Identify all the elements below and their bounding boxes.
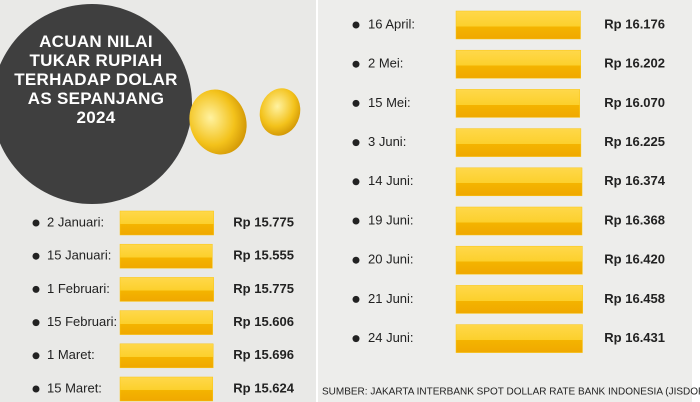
- bullet: [32, 352, 40, 360]
- value-label: Rp 15.775: [233, 281, 294, 296]
- bullet: [352, 60, 360, 68]
- bullet: [352, 178, 360, 186]
- bullet: [352, 139, 360, 147]
- category-label: 20 Juni:: [368, 252, 414, 267]
- category-label: 1 Maret:: [47, 347, 95, 362]
- value-label: Rp 16.070: [604, 95, 665, 110]
- category-label: 15 Mei:: [368, 95, 411, 110]
- bar: [455, 10, 581, 40]
- category-label: 15 Februari:: [47, 314, 117, 329]
- value-label: Rp 15.696: [233, 347, 294, 362]
- bar: [455, 285, 583, 314]
- bar: [119, 210, 214, 236]
- value-label: Rp 16.431: [604, 330, 665, 345]
- bullet: [352, 335, 360, 343]
- value-label: Rp 16.202: [604, 56, 665, 71]
- title-box: ACUAN NILAI TUKAR RUPIAH TERHADAP DOLAR …: [14, 32, 178, 127]
- bar: [119, 376, 214, 402]
- title-badge: [0, 4, 192, 204]
- value-label: Rp 16.176: [604, 16, 665, 31]
- value-label: Rp 16.420: [604, 252, 665, 267]
- bar: [455, 89, 580, 118]
- bullet: [32, 285, 40, 293]
- category-label: 19 Juni:: [368, 212, 414, 227]
- bar: [119, 310, 213, 335]
- category-label: 3 Juni:: [368, 134, 406, 149]
- coin: [189, 89, 247, 155]
- bar: [455, 206, 583, 236]
- bullet: [352, 295, 360, 303]
- bar: [455, 245, 583, 275]
- category-label: 2 Januari:: [47, 214, 104, 229]
- value-label: Rp 15.775: [233, 214, 294, 229]
- coin: [259, 88, 301, 136]
- bar: [455, 324, 583, 353]
- category-label: 1 Februari:: [47, 281, 110, 296]
- bar: [455, 128, 582, 157]
- category-label: 16 April:: [368, 16, 415, 31]
- bar: [119, 343, 214, 369]
- category-label: 15 Maret:: [47, 380, 102, 395]
- value-label: Rp 16.458: [604, 291, 665, 306]
- bullet: [32, 219, 40, 227]
- bullet: [32, 252, 40, 260]
- value-label: Rp 16.374: [604, 173, 665, 188]
- bullet: [352, 217, 360, 225]
- bar: [455, 49, 581, 79]
- bullet: [32, 319, 40, 327]
- value-label: Rp 15.624: [233, 380, 294, 395]
- value-label: Rp 16.368: [604, 212, 665, 227]
- category-label: 14 Juni:: [368, 173, 414, 188]
- bullet: [352, 99, 360, 107]
- category-label: 2 Mei:: [368, 56, 403, 71]
- bullet: [352, 21, 360, 29]
- value-label: Rp 15.555: [233, 248, 294, 263]
- category-label: 15 Januari:: [47, 248, 111, 263]
- bullet: [352, 256, 360, 264]
- bullet: [32, 385, 40, 393]
- value-label: Rp 15.606: [233, 314, 294, 329]
- category-label: 21 Juni:: [368, 291, 414, 306]
- category-label: 24 Juni:: [368, 330, 414, 345]
- value-label: Rp 16.225: [604, 134, 665, 149]
- bar: [119, 277, 214, 302]
- bar: [119, 243, 213, 269]
- bar: [455, 167, 583, 197]
- chart-title: ACUAN NILAI TUKAR RUPIAH TERHADAP DOLAR …: [14, 32, 178, 127]
- source-note: SUMBER: JAKARTA INTERBANK SPOT DOLLAR RA…: [322, 387, 700, 398]
